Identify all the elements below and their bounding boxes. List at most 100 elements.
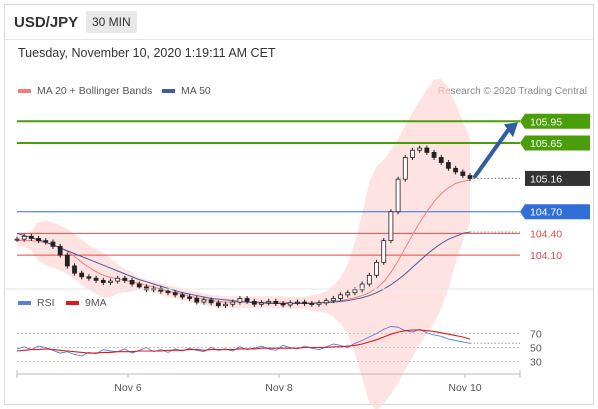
candle-body [266,300,272,304]
current-price-tag [525,170,590,186]
forecast-arrow-head [504,122,518,138]
candle-body [14,238,20,241]
candle-body [21,235,27,240]
forecast-arrow-shaft [473,128,510,179]
candle-body [108,280,113,283]
rsi-swatch [18,301,31,305]
candle-body [72,265,77,274]
candle-body [280,303,286,306]
candle-body [179,294,185,298]
candle-body [122,277,128,281]
level-tag-104.70 [520,204,590,220]
candle-body [79,272,85,278]
legend-9ma-label: 9MA [85,297,107,309]
time-tick-label: Nov 8 [265,382,293,394]
candle-body [352,289,358,294]
time-tick-label: Nov 10 [448,382,481,394]
time-tick-label: Nov 6 [114,382,142,394]
candle-body [402,157,408,180]
9ma-swatch [66,301,79,305]
level-tag-105.65 [520,135,590,151]
candle-body [201,299,207,303]
candle-body [115,277,121,282]
candle-body [43,240,49,243]
ma50-line [16,231,471,305]
candle-body [165,290,171,294]
legend-ma50: MA 50 [162,85,211,97]
bollinger-band [17,79,470,409]
legend-ma20-label: MA 20 + Bollinger Bands [37,85,153,97]
candle-body [395,178,401,213]
legend-rsi-label: RSI [37,297,55,309]
rsi-tick-label: 50 [530,343,542,355]
timeframe-badge[interactable]: 30 MIN [86,11,137,33]
candle-body [100,279,106,283]
candle-body [316,302,322,305]
candle-body [431,151,437,158]
credit-text: Research © 2020 Trading Central [437,86,587,97]
candle-body [129,279,135,285]
candle-body [302,301,308,304]
candle-body [28,235,34,239]
candle-body [359,283,365,291]
level-label-104.40: 104.40 [530,228,562,240]
candle-body [438,157,444,163]
candle-body [158,287,164,292]
rsi-tick-label: 30 [530,357,542,369]
candle-body [273,300,279,304]
candle-body [424,147,430,153]
ma50-swatch [162,89,175,93]
candle-body [86,276,92,279]
candle-body [57,245,63,256]
candle-body [374,261,379,276]
current-price-label: 105.16 [530,173,562,185]
candle-body [136,283,142,288]
candle-body [194,298,200,303]
rsi-ma-line [16,329,471,354]
level-label-105.95: 105.95 [530,116,562,128]
candle-body [330,298,336,302]
level-tag-105.95 [520,113,590,129]
candle-body [223,303,228,307]
candle-body [295,301,300,304]
candle-body [237,298,243,303]
rsi-tick-label: 70 [530,329,542,341]
candle-body [388,211,394,242]
candle-body [366,274,372,285]
candle-body [338,294,343,299]
candle-body [208,299,214,304]
level-label-104.10: 104.10 [530,250,562,262]
candle-body [287,302,293,306]
candle-body [64,254,70,267]
candle-body [460,171,466,176]
candle-body [453,167,459,173]
level-label-105.65: 105.65 [530,138,562,150]
candle-body [446,162,451,169]
symbol-label: USD/JPY [14,14,79,31]
candle-body [36,238,41,242]
candle-body [309,303,315,305]
candle-body [144,286,149,291]
candle-body [417,147,423,151]
candle-body [467,175,473,179]
ma20-swatch [18,89,31,93]
candle-body [172,292,178,296]
candle-body [187,296,192,299]
timestamp: Tuesday, November 10, 2020 1:19:11 AM CE… [18,46,276,60]
candle-body [50,241,56,247]
candle-body [230,301,236,305]
legend-ma20: MA 20 + Bollinger Bands [18,85,152,97]
candle-body [323,300,329,304]
candle-body [215,302,221,307]
candle-body [345,292,351,296]
candle-body [244,298,250,302]
candle-body [381,240,387,263]
candle-body [93,277,99,281]
level-label-104.70: 104.70 [530,207,562,219]
legend-ma50-label: MA 50 [181,85,211,97]
candle-body [251,300,257,305]
legend-rsi: RSI [18,297,55,309]
legend-9ma: 9MA [66,297,107,309]
widget-header: USD/JPY 30 MIN [5,5,593,40]
